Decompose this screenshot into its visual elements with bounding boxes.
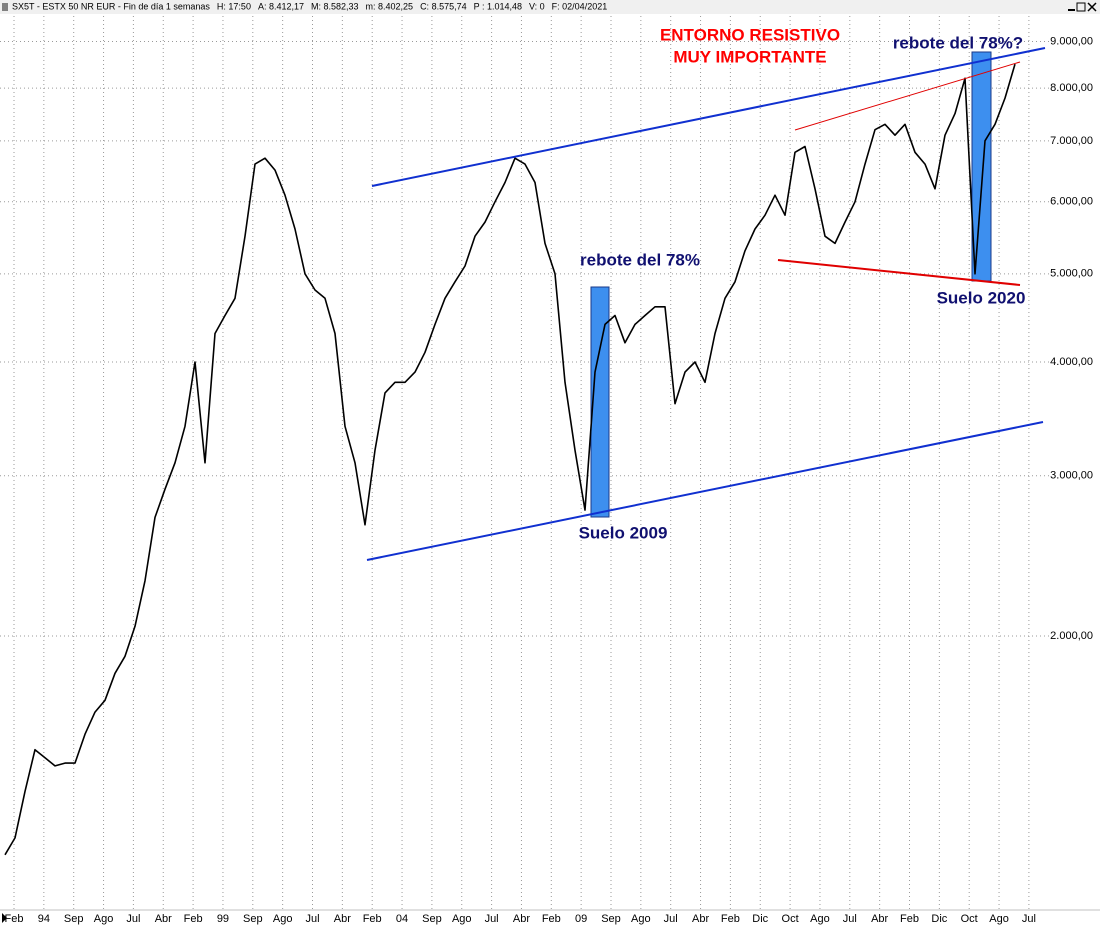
header-field: F: 02/04/2021 bbox=[552, 1, 608, 11]
x-tick-label: 09 bbox=[575, 913, 587, 925]
x-tick-label: Ago bbox=[273, 913, 293, 925]
y-tick-label: 3.000,00 bbox=[1050, 470, 1093, 482]
x-tick-label: Feb bbox=[900, 913, 919, 925]
x-tick-label: Feb bbox=[184, 913, 203, 925]
red-resistance bbox=[794, 61, 1021, 131]
x-tick-label: Oct bbox=[961, 913, 978, 925]
scroll-arrow[interactable] bbox=[2, 913, 7, 923]
y-tick-label: 6.000,00 bbox=[1050, 196, 1093, 208]
x-tick-label: Abr bbox=[692, 913, 709, 925]
y-tick-label: 2.000,00 bbox=[1050, 630, 1093, 642]
header-field: A: 8.412,17 bbox=[258, 1, 304, 11]
header-field: m: 8.402,25 bbox=[366, 1, 414, 11]
x-tick-label: Jul bbox=[1022, 913, 1036, 925]
x-tick-label: Jul bbox=[305, 913, 319, 925]
x-tick-label: Ago bbox=[810, 913, 830, 925]
annotation: Suelo 2009 bbox=[579, 523, 668, 542]
x-tick-label: Abr bbox=[334, 913, 351, 925]
header-field: H: 17:50 bbox=[217, 1, 251, 11]
x-tick-label: Feb bbox=[363, 913, 382, 925]
red-support bbox=[777, 259, 1021, 286]
x-tick-label: Sep bbox=[601, 913, 621, 925]
x-tick-label: 04 bbox=[396, 913, 408, 925]
x-tick-label: Abr bbox=[155, 913, 172, 925]
x-tick-label: Abr bbox=[513, 913, 530, 925]
close-button[interactable] bbox=[1087, 2, 1097, 12]
channel-top bbox=[371, 47, 1046, 187]
x-tick-label: Jul bbox=[485, 913, 499, 925]
x-tick-label: Feb bbox=[542, 913, 561, 925]
price-layer bbox=[4, 63, 1016, 856]
x-tick-label: Oct bbox=[782, 913, 799, 925]
header-field: P : 1.014,48 bbox=[474, 1, 522, 11]
grid bbox=[0, 16, 1050, 910]
x-tick-label: Jul bbox=[126, 913, 140, 925]
annotation: Suelo 2020 bbox=[937, 288, 1026, 307]
y-tick-label: 5.000,00 bbox=[1050, 268, 1093, 280]
y-tick-label: 9.000,00 bbox=[1050, 35, 1093, 47]
x-tick-label: Feb bbox=[721, 913, 740, 925]
x-tick-label: Dic bbox=[931, 913, 947, 925]
maximize-button[interactable] bbox=[1076, 2, 1086, 12]
header-bar bbox=[0, 0, 1100, 14]
x-tick-label: Sep bbox=[422, 913, 442, 925]
header-field: V: 0 bbox=[529, 1, 545, 11]
x-tick-label: Jul bbox=[843, 913, 857, 925]
minimize-button[interactable] bbox=[1068, 9, 1075, 11]
price-line bbox=[4, 63, 1016, 856]
y-tick-label: 4.000,00 bbox=[1050, 356, 1093, 368]
x-tick-label: 94 bbox=[38, 913, 50, 925]
rebound-box bbox=[590, 286, 610, 518]
annotation: rebote del 78%? bbox=[893, 33, 1023, 52]
header-icon bbox=[2, 3, 8, 11]
x-tick-label: Abr bbox=[871, 913, 888, 925]
x-tick-label: 99 bbox=[217, 913, 229, 925]
channel-bottom bbox=[366, 421, 1044, 561]
x-tick-label: Sep bbox=[64, 913, 84, 925]
x-tick-label: Ago bbox=[94, 913, 114, 925]
drawings bbox=[590, 51, 992, 518]
x-tick-label: Ago bbox=[631, 913, 651, 925]
trend-lines bbox=[366, 47, 1046, 561]
x-tick-label: Dic bbox=[752, 913, 768, 925]
x-tick-label: Feb bbox=[5, 913, 24, 925]
header-field: C: 8.575,74 bbox=[420, 1, 467, 11]
rebound-box bbox=[971, 51, 992, 282]
x-tick-label: Jul bbox=[664, 913, 678, 925]
annotation: rebote del 78% bbox=[580, 250, 700, 269]
x-tick-label: Ago bbox=[452, 913, 472, 925]
y-tick-label: 7.000,00 bbox=[1050, 135, 1093, 147]
window-buttons[interactable] bbox=[1068, 2, 1097, 12]
annotation: MUY IMPORTANTE bbox=[673, 47, 826, 66]
x-tick-label: Sep bbox=[243, 913, 263, 925]
y-tick-label: 8.000,00 bbox=[1050, 82, 1093, 94]
header-field: SX5T - ESTX 50 NR EUR - Fin de día 1 sem… bbox=[12, 1, 210, 11]
header-field: M: 8.582,33 bbox=[311, 1, 359, 11]
annotation: ENTORNO RESISTIVO bbox=[660, 25, 840, 44]
x-tick-label: Ago bbox=[989, 913, 1009, 925]
